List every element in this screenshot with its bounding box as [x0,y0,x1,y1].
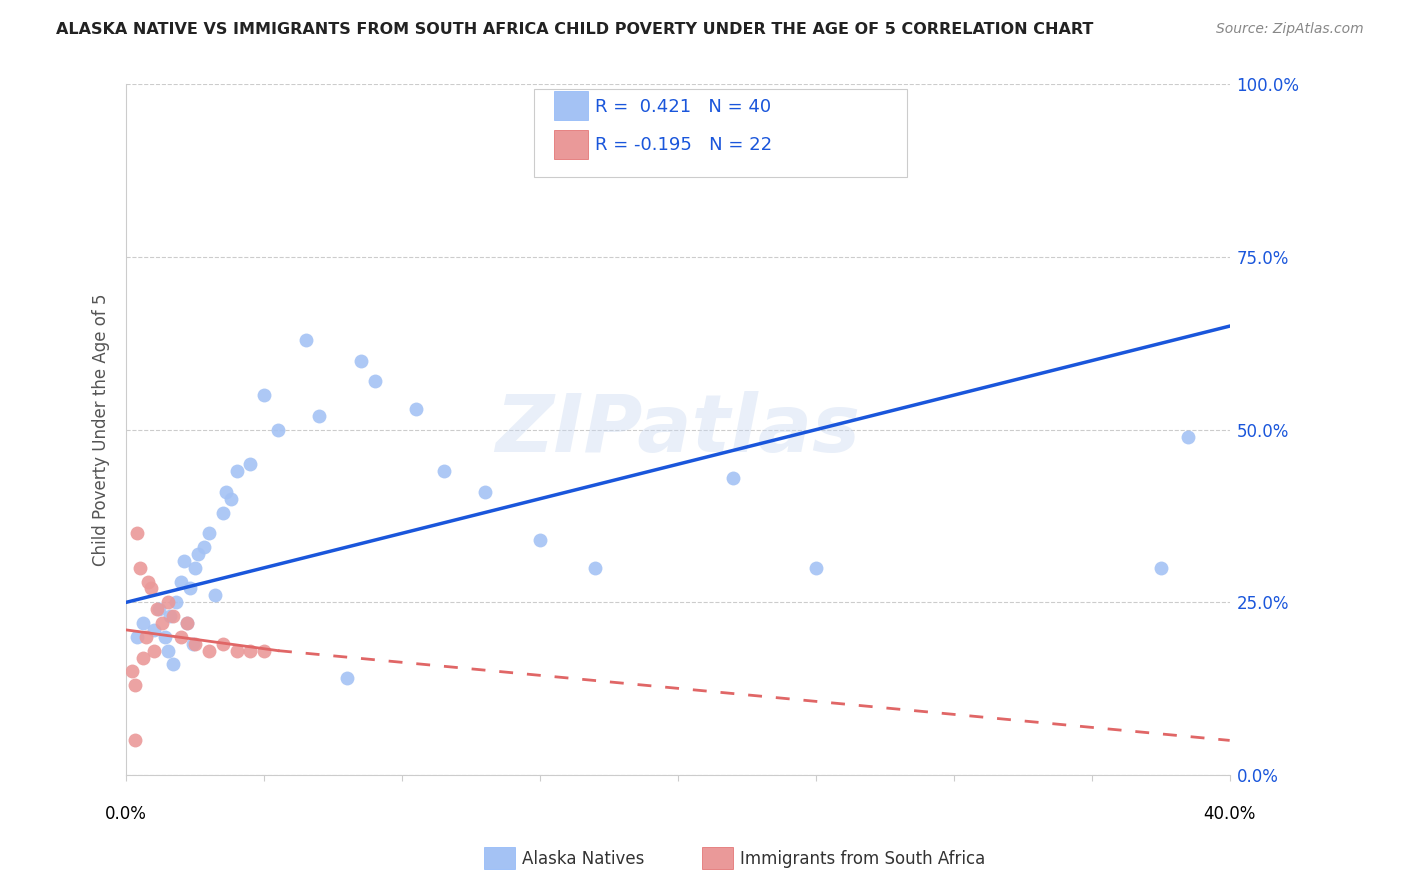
Point [1177,429,1199,443]
Text: R = -0.195   N = 22: R = -0.195 N = 22 [595,136,772,154]
Point [225,643,247,657]
Point [804,561,827,575]
Point [176,615,198,630]
Point [336,671,359,685]
Point [132,650,155,665]
Point [162,609,184,624]
Point [156,643,179,657]
Point [308,409,330,423]
Point [142,643,165,657]
Point [474,484,496,499]
Point [142,623,165,637]
Point [132,615,155,630]
Point [124,678,146,692]
Point [350,353,373,368]
Point [165,595,187,609]
Point [294,333,316,347]
Point [187,547,209,561]
Point [267,423,290,437]
Point [253,388,276,402]
Point [162,657,184,672]
Point [193,540,215,554]
Point [170,630,193,644]
Point [184,637,207,651]
Point [139,582,162,596]
Point [129,561,152,575]
Point [583,561,606,575]
Point [153,630,176,644]
Text: 40.0%: 40.0% [1204,805,1256,823]
Point [198,643,221,657]
Point [184,561,207,575]
Point [121,665,143,679]
Point [145,602,167,616]
Point [204,588,226,602]
Point [239,643,262,657]
Point [159,609,181,624]
Point [1150,561,1173,575]
Point [127,630,149,644]
Point [225,464,247,478]
Point [405,401,427,416]
Point [150,615,173,630]
Point [219,491,242,506]
Text: Immigrants from South Africa: Immigrants from South Africa [740,850,984,868]
Point [176,615,198,630]
Point [211,637,233,651]
Text: 0.0%: 0.0% [105,805,148,823]
Point [214,484,236,499]
Point [127,526,149,541]
Text: Alaska Natives: Alaska Natives [522,850,644,868]
Point [173,554,195,568]
Point [432,464,454,478]
Point [148,602,170,616]
Point [138,574,160,589]
Point [363,375,385,389]
Point [135,630,157,644]
Text: ALASKA NATIVE VS IMMIGRANTS FROM SOUTH AFRICA CHILD POVERTY UNDER THE AGE OF 5 C: ALASKA NATIVE VS IMMIGRANTS FROM SOUTH A… [56,22,1094,37]
Point [156,595,179,609]
Text: ZIPatlas: ZIPatlas [495,391,860,468]
Point [253,643,276,657]
Point [124,733,146,747]
Point [211,506,233,520]
Point [181,637,204,651]
Point [198,526,221,541]
Y-axis label: Child Poverty Under the Age of 5: Child Poverty Under the Age of 5 [93,293,110,566]
Text: R =  0.421   N = 40: R = 0.421 N = 40 [595,98,770,116]
Text: Source: ZipAtlas.com: Source: ZipAtlas.com [1216,22,1364,37]
Point [179,582,201,596]
Point [721,471,744,485]
Point [239,457,262,471]
Point [170,574,193,589]
Point [529,533,551,548]
